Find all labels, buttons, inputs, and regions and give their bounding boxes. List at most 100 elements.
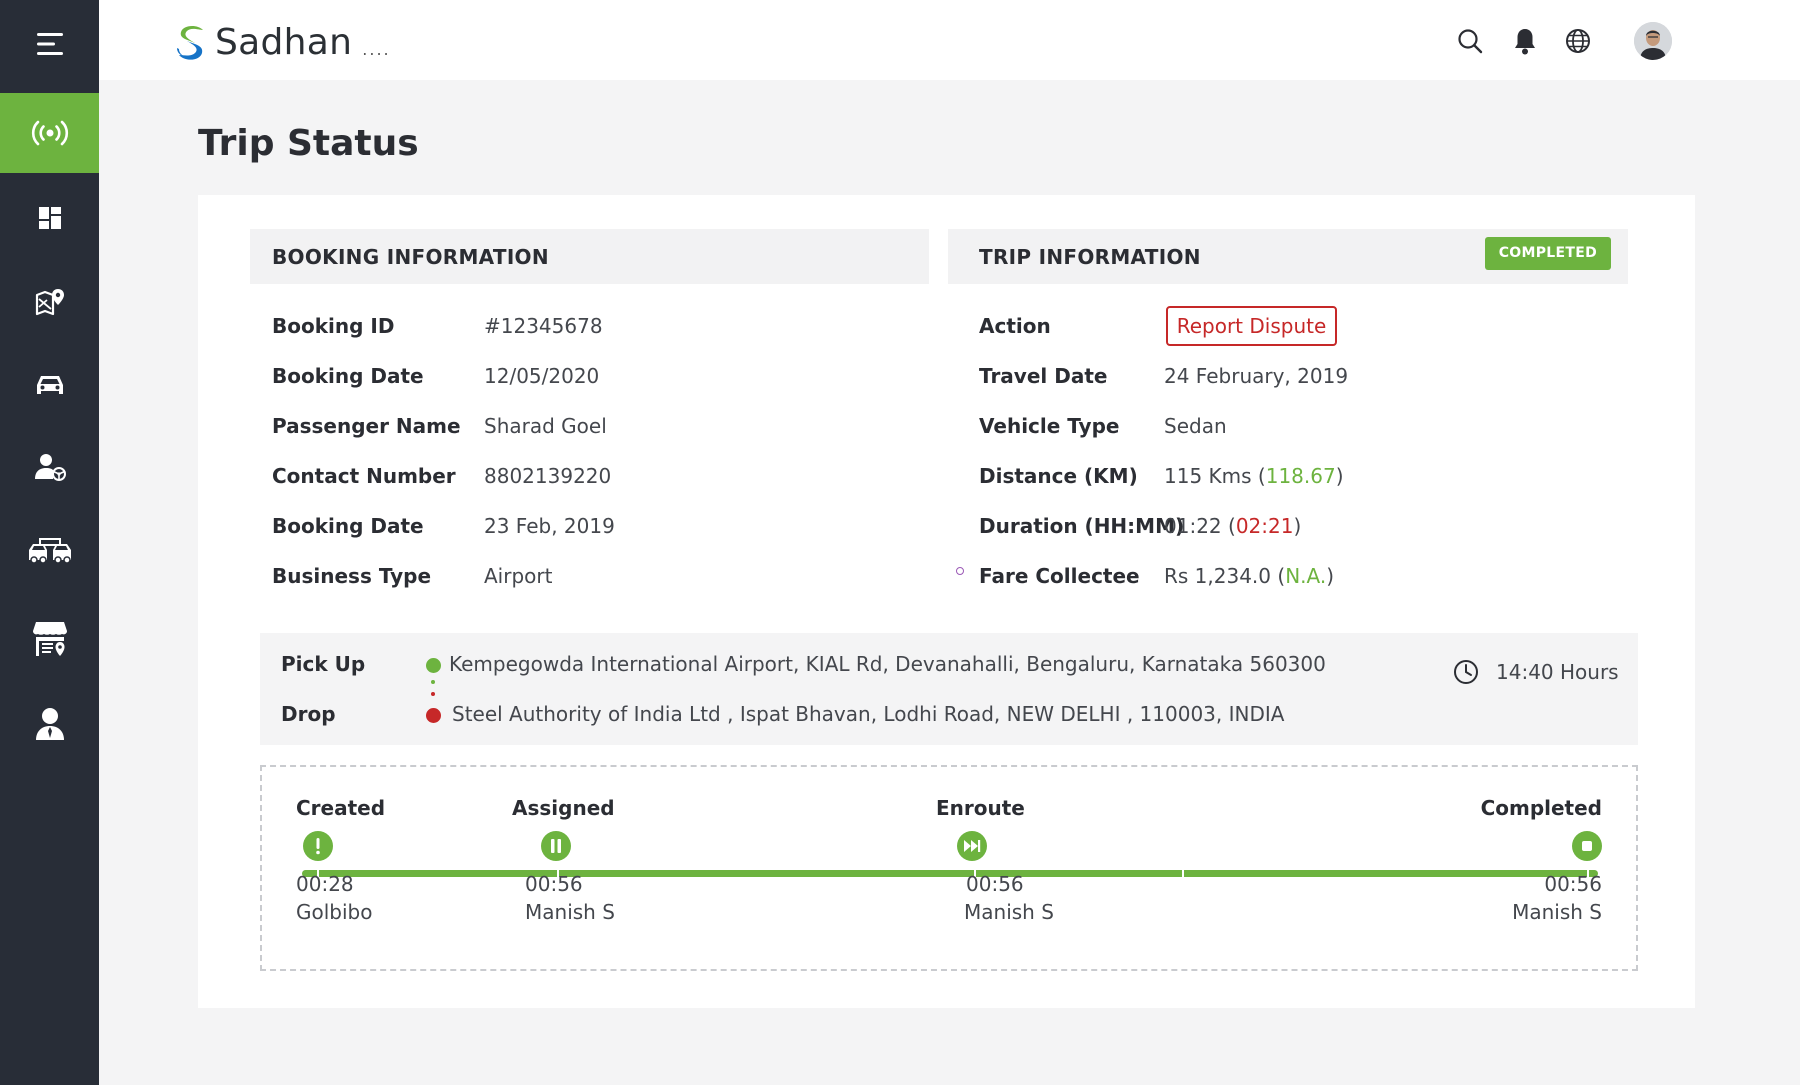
timeline-track [302, 870, 1598, 877]
timeline-tick [317, 869, 319, 879]
sidebar-item-live-tracking[interactable] [0, 93, 99, 173]
passenger-name-row: Passenger Name Sharad Goel [272, 411, 607, 441]
action-row: Action [979, 311, 1051, 341]
language-button[interactable] [1563, 26, 1593, 56]
stop-icon [1582, 841, 1592, 851]
route-connector-dot-2 [431, 692, 435, 696]
sidebar [0, 0, 99, 1085]
stage-assigned-time: 00:56 [525, 872, 583, 896]
duration-value-group: 01:22 (02:21) [1164, 514, 1302, 538]
stage-completed-time: 00:56 [1544, 872, 1602, 896]
stage-created-time: 00:28 [296, 872, 354, 896]
avatar[interactable] [1634, 22, 1672, 60]
business-type-label: Business Type [272, 564, 432, 588]
timeline-tick [1587, 869, 1589, 879]
sidebar-item-vehicles[interactable] [0, 345, 99, 425]
passenger-name-label: Passenger Name [272, 414, 461, 438]
stage-created-user: Golbibo [296, 900, 373, 924]
trip-timeline: Created 00:28 Golbibo Assigned 00:56 Man… [260, 765, 1638, 971]
travel-date-label: Travel Date [979, 364, 1108, 388]
contact-number-value: 8802139220 [484, 464, 612, 488]
duration-row: Duration (HH:MM) 01:22 (02:21) [979, 511, 1301, 541]
sidebar-item-users[interactable] [0, 684, 99, 764]
stage-assigned-user: Manish S [525, 900, 615, 924]
distance-value-group: 115 Kms (118.67) [1164, 464, 1344, 488]
route-panel: Pick Up Kempegowda International Airport… [260, 633, 1638, 745]
alert-icon [316, 838, 320, 855]
stage-completed-name: Completed [1480, 796, 1602, 820]
booking-date-value: 12/05/2020 [484, 364, 600, 388]
top-bar: Sadhan .... [99, 0, 1800, 80]
timeline-tick [1182, 869, 1184, 879]
duration-actual: 02:21 [1235, 514, 1294, 538]
distance-value: 115 Kms [1164, 464, 1252, 488]
distance-label: Distance (KM) [979, 464, 1138, 488]
stage-enroute-name: Enroute [936, 796, 1025, 820]
passenger-name-value: Sharad Goel [484, 414, 607, 438]
booking-date-2-value: 23 Feb, 2019 [484, 514, 615, 538]
drop-dot [426, 708, 441, 723]
stage-created-name: Created [296, 796, 386, 820]
duration-label: Duration (HH:MM) [979, 514, 1185, 538]
live-tracking-icon [31, 120, 68, 146]
booking-date-2-label: Booking Date [272, 514, 424, 538]
stage-enroute-user: Manish S [964, 900, 1054, 924]
vendor-icon [32, 622, 67, 656]
booking-date-2-row: Booking Date 23 Feb, 2019 [272, 511, 615, 541]
user-avatar-image [1634, 22, 1672, 60]
distance-row: Distance (KM) 115 Kms (118.67) [979, 461, 1344, 491]
fast-forward-icon [964, 840, 981, 852]
pickup-label: Pick Up [281, 652, 366, 676]
stage-assigned-name: Assigned [512, 796, 615, 820]
trip-information-title: TRIP INFORMATION [979, 244, 1201, 269]
trip-status-card: BOOKING INFORMATION Booking ID #12345678… [198, 195, 1695, 1008]
stage-completed-user: Manish S [1512, 900, 1602, 924]
search-button[interactable] [1455, 26, 1485, 56]
app-logo[interactable]: Sadhan .... [173, 22, 391, 63]
clock-icon [1454, 660, 1478, 684]
timeline-tick [974, 869, 976, 879]
fare-value: Rs 1,234.0 [1164, 564, 1272, 588]
sidebar-item-fleet[interactable] [0, 511, 99, 591]
map-location-icon [35, 289, 64, 316]
stage-created-marker [303, 831, 333, 861]
app-name-suffix: .... [362, 40, 391, 59]
page-title: Trip Status [198, 123, 419, 164]
booking-information-header: BOOKING INFORMATION [250, 229, 929, 284]
travel-date-value: 24 February, 2019 [1164, 364, 1349, 388]
dashboard-icon [38, 207, 61, 229]
duration-value: 01:22 [1164, 514, 1222, 538]
menu-toggle-button[interactable] [0, 4, 99, 84]
fare-note: N.A. [1285, 564, 1327, 588]
vehicle-type-label: Vehicle Type [979, 414, 1120, 438]
marker-dot [956, 567, 964, 575]
status-badge: COMPLETED [1484, 237, 1611, 270]
sidebar-item-vendors[interactable] [0, 600, 99, 680]
stage-completed-marker [1572, 831, 1602, 861]
app-name: Sadhan [215, 22, 353, 63]
sidebar-item-drivers[interactable] [0, 427, 99, 507]
drop-label: Drop [281, 702, 336, 726]
booking-id-row: Booking ID #12345678 [272, 311, 603, 341]
stage-enroute-marker [957, 831, 987, 861]
business-type-value: Airport [484, 564, 553, 588]
drop-address: Steel Authority of India Ltd , Ispat Bha… [452, 702, 1285, 726]
booking-date-row: Booking Date 12/05/2020 [272, 361, 599, 391]
driver-icon [34, 454, 66, 481]
sidebar-item-dashboard[interactable] [0, 178, 99, 258]
sadhan-logo-icon [177, 25, 203, 60]
notifications-button[interactable] [1510, 26, 1540, 56]
timeline-tick [557, 869, 559, 879]
travel-date-row: Travel Date 24 February, 2019 [979, 361, 1348, 391]
business-type-row: Business Type Airport [272, 561, 552, 591]
car-icon [36, 376, 63, 394]
booking-id-value: #12345678 [484, 314, 603, 338]
pickup-dot [426, 658, 441, 673]
route-connector-dot-1 [431, 680, 435, 684]
sidebar-item-map[interactable] [0, 262, 99, 342]
bell-icon [1515, 29, 1535, 55]
search-icon [1458, 29, 1483, 54]
report-dispute-button[interactable]: Report Dispute [1166, 306, 1337, 346]
fare-value-group: Rs 1,234.0 (N.A.) [1164, 564, 1335, 588]
contact-number-label: Contact Number [272, 464, 456, 488]
